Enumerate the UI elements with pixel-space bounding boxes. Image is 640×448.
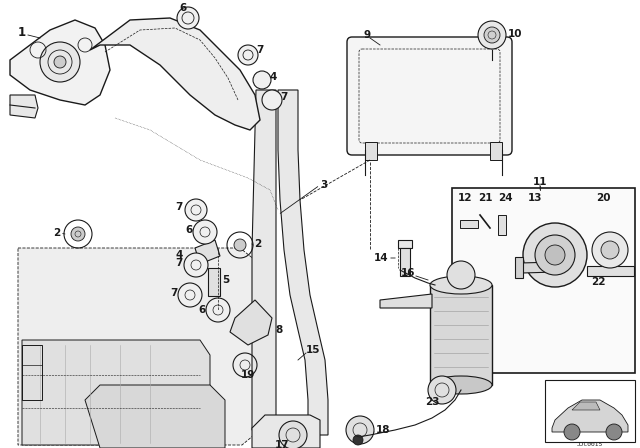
Circle shape bbox=[535, 235, 575, 275]
Text: 8: 8 bbox=[275, 325, 282, 335]
Text: 17: 17 bbox=[275, 440, 289, 448]
Text: 6: 6 bbox=[179, 3, 187, 13]
Text: 14: 14 bbox=[373, 253, 388, 263]
Text: 19: 19 bbox=[241, 370, 255, 380]
Bar bbox=[430, 285, 492, 385]
Text: 23: 23 bbox=[425, 397, 439, 407]
Bar bbox=[490, 142, 502, 160]
Text: 4: 4 bbox=[270, 72, 277, 82]
Text: 7: 7 bbox=[256, 45, 264, 55]
Polygon shape bbox=[252, 415, 320, 448]
Circle shape bbox=[478, 21, 506, 49]
Text: 7: 7 bbox=[175, 258, 183, 268]
Circle shape bbox=[238, 45, 258, 65]
Polygon shape bbox=[587, 266, 634, 276]
Text: 7: 7 bbox=[280, 92, 287, 102]
Circle shape bbox=[178, 283, 202, 307]
Text: 15: 15 bbox=[306, 345, 321, 355]
Polygon shape bbox=[85, 385, 225, 448]
Polygon shape bbox=[10, 20, 110, 105]
Circle shape bbox=[353, 435, 363, 445]
Text: 10: 10 bbox=[508, 29, 522, 39]
Text: JJC0015: JJC0015 bbox=[577, 442, 603, 447]
Text: 18: 18 bbox=[376, 425, 390, 435]
Circle shape bbox=[253, 71, 271, 89]
Text: 22: 22 bbox=[591, 277, 605, 287]
Bar bbox=[452, 188, 635, 373]
Circle shape bbox=[428, 376, 456, 404]
Text: 2: 2 bbox=[52, 228, 60, 238]
Circle shape bbox=[592, 232, 628, 268]
Bar bbox=[545, 380, 635, 442]
Circle shape bbox=[484, 27, 500, 43]
Bar bbox=[398, 240, 412, 248]
Text: 7: 7 bbox=[171, 288, 178, 298]
Text: 2: 2 bbox=[254, 239, 261, 249]
Text: 16: 16 bbox=[401, 268, 415, 278]
Ellipse shape bbox=[430, 276, 492, 294]
Circle shape bbox=[601, 241, 619, 259]
Ellipse shape bbox=[430, 376, 492, 394]
Bar bbox=[498, 215, 506, 235]
Circle shape bbox=[346, 416, 374, 444]
Polygon shape bbox=[22, 340, 210, 445]
Circle shape bbox=[40, 42, 80, 82]
FancyBboxPatch shape bbox=[347, 37, 512, 155]
Polygon shape bbox=[278, 90, 328, 435]
Text: 3: 3 bbox=[320, 180, 327, 190]
Polygon shape bbox=[90, 18, 260, 130]
Polygon shape bbox=[552, 400, 628, 432]
Polygon shape bbox=[10, 95, 38, 118]
Text: 1: 1 bbox=[18, 26, 26, 39]
Bar bbox=[460, 220, 478, 228]
Polygon shape bbox=[252, 90, 276, 430]
Text: 6: 6 bbox=[186, 225, 193, 235]
Polygon shape bbox=[515, 257, 523, 278]
Circle shape bbox=[279, 421, 307, 448]
Circle shape bbox=[177, 7, 199, 29]
Circle shape bbox=[523, 223, 587, 287]
Polygon shape bbox=[195, 240, 220, 264]
Text: 6: 6 bbox=[199, 305, 206, 315]
Text: 7: 7 bbox=[175, 202, 183, 212]
Polygon shape bbox=[380, 294, 432, 308]
Bar bbox=[365, 142, 377, 160]
Circle shape bbox=[545, 245, 565, 265]
Circle shape bbox=[206, 298, 230, 322]
Bar bbox=[22, 345, 42, 400]
Polygon shape bbox=[230, 300, 272, 345]
Bar bbox=[208, 268, 220, 296]
Text: 11: 11 bbox=[532, 177, 547, 187]
Text: 9: 9 bbox=[363, 30, 370, 40]
Polygon shape bbox=[572, 402, 600, 410]
Text: 20: 20 bbox=[596, 193, 611, 203]
Text: 5: 5 bbox=[222, 275, 229, 285]
Text: 13: 13 bbox=[528, 193, 543, 203]
Bar bbox=[400, 248, 410, 276]
Circle shape bbox=[564, 424, 580, 440]
Circle shape bbox=[184, 253, 208, 277]
Text: 21: 21 bbox=[478, 193, 493, 203]
Circle shape bbox=[447, 261, 475, 289]
Text: 12: 12 bbox=[458, 193, 472, 203]
Circle shape bbox=[193, 220, 217, 244]
Circle shape bbox=[185, 199, 207, 221]
Polygon shape bbox=[18, 248, 265, 445]
Circle shape bbox=[262, 90, 282, 110]
Text: 4: 4 bbox=[175, 250, 183, 260]
Circle shape bbox=[606, 424, 622, 440]
Circle shape bbox=[234, 239, 246, 251]
Polygon shape bbox=[520, 262, 556, 273]
Circle shape bbox=[54, 56, 66, 68]
Circle shape bbox=[71, 227, 85, 241]
Text: 24: 24 bbox=[498, 193, 513, 203]
